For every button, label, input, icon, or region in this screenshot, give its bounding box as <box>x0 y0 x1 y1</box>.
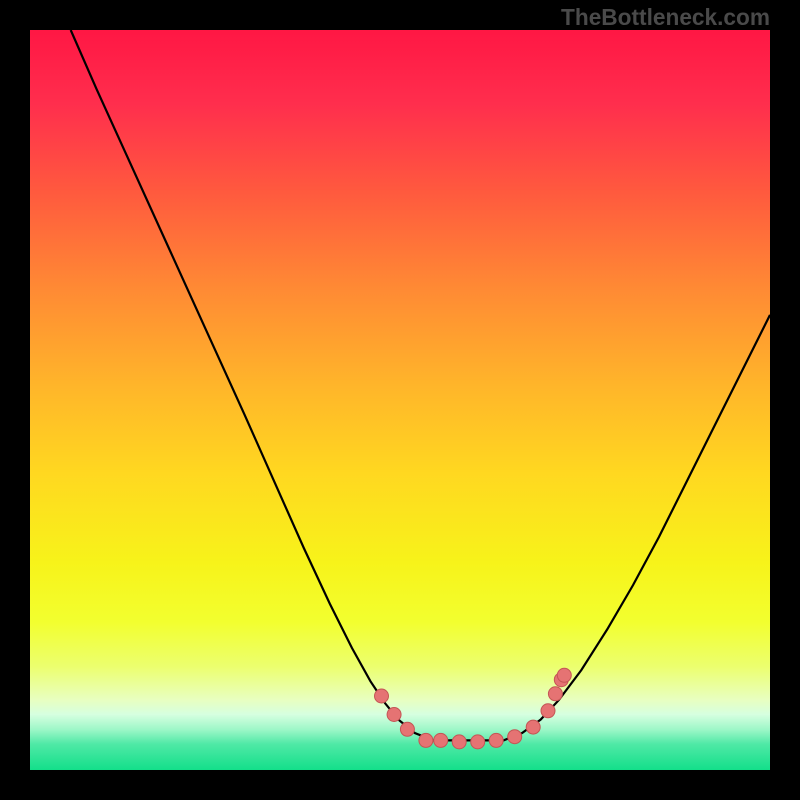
bottleneck-curve-chart <box>30 30 770 770</box>
plot-frame <box>30 30 770 770</box>
curve-marker <box>452 735 466 749</box>
curve-marker <box>400 722 414 736</box>
curve-marker <box>471 735 485 749</box>
curve-marker <box>548 687 562 701</box>
curve-marker <box>434 733 448 747</box>
curve-line <box>71 30 770 740</box>
curve-marker <box>489 733 503 747</box>
curve-marker <box>541 704 555 718</box>
curve-marker <box>387 707 401 721</box>
curve-marker <box>374 689 388 703</box>
curve-marker <box>419 733 433 747</box>
attribution-text: TheBottleneck.com <box>561 4 770 31</box>
curve-markers <box>374 668 571 749</box>
curve-marker <box>526 720 540 734</box>
curve-marker <box>557 668 571 682</box>
curve-marker <box>508 730 522 744</box>
